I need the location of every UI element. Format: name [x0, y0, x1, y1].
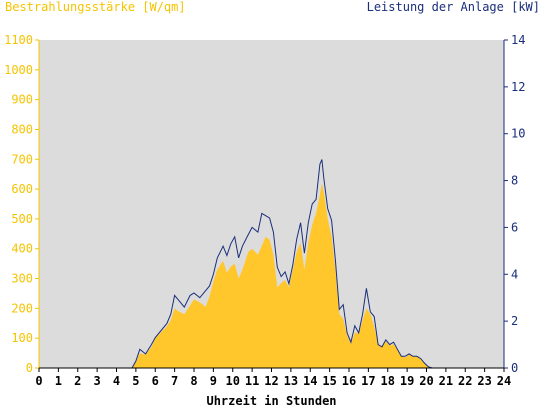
- left-axis-tick-label: 0: [26, 361, 33, 375]
- x-axis-tick-label: 5: [132, 374, 139, 388]
- x-axis-tick-label: 14: [303, 374, 317, 388]
- x-axis-tick-label: 12: [264, 374, 278, 388]
- x-axis-tick-label: 22: [458, 374, 472, 388]
- x-axis-tick-label: 20: [419, 374, 433, 388]
- axes: 0100200300400500600700800900100011000246…: [4, 33, 525, 388]
- right-axis-tick-label: 0: [511, 361, 518, 375]
- x-axis-tick-label: 17: [361, 374, 375, 388]
- x-axis-tick-label: 0: [35, 374, 42, 388]
- x-axis-tick-label: 19: [400, 374, 414, 388]
- left-axis-tick-label: 300: [11, 272, 33, 286]
- x-axis-tick-label: 13: [284, 374, 298, 388]
- x-axis-tick-label: 4: [113, 374, 120, 388]
- x-axis-tick-label: 23: [477, 374, 491, 388]
- x-axis-tick-label: 8: [190, 374, 197, 388]
- x-axis-tick-label: 3: [94, 374, 101, 388]
- x-axis-tick-label: 9: [210, 374, 217, 388]
- left-axis-tick-label: 1000: [4, 63, 33, 77]
- x-axis-tick-label: 1: [55, 374, 62, 388]
- left-axis-tick-label: 600: [11, 182, 33, 196]
- right-axis-tick-label: 14: [511, 33, 525, 47]
- right-axis-tick-label: 6: [511, 220, 518, 234]
- x-axis-tick-label: 24: [497, 374, 511, 388]
- left-axis-tick-label: 800: [11, 122, 33, 136]
- right-axis-tick-label: 4: [511, 267, 518, 281]
- left-axis-tick-label: 900: [11, 93, 33, 107]
- x-axis-tick-label: 15: [322, 374, 336, 388]
- left-axis-tick-label: 700: [11, 152, 33, 166]
- x-axis-tick-label: 18: [381, 374, 395, 388]
- x-axis-label: Uhrzeit in Stunden: [206, 394, 336, 408]
- x-axis-tick-label: 10: [226, 374, 240, 388]
- right-axis-tick-label: 2: [511, 314, 518, 328]
- right-axis-tick-label: 10: [511, 127, 525, 141]
- right-axis-title: Leistung der Anlage [kW]: [366, 0, 540, 14]
- right-axis-tick-label: 12: [511, 80, 525, 94]
- x-axis-tick-label: 11: [245, 374, 259, 388]
- left-axis-tick-label: 200: [11, 301, 33, 315]
- x-axis-tick-label: 16: [342, 374, 356, 388]
- x-axis-tick-label: 6: [152, 374, 159, 388]
- x-axis-tick-label: 7: [171, 374, 178, 388]
- left-axis-tick-label: 100: [11, 331, 33, 345]
- left-axis-tick-label: 1100: [4, 33, 33, 47]
- left-axis-tick-label: 500: [11, 212, 33, 226]
- irradiance-area: [39, 183, 504, 368]
- x-axis-tick-label: 2: [74, 374, 81, 388]
- left-axis-title: Bestrahlungsstärke [W/qm]: [5, 0, 186, 14]
- power-line: [39, 159, 504, 369]
- x-axis-tick-label: 21: [439, 374, 453, 388]
- right-axis-tick-label: 8: [511, 174, 518, 188]
- left-axis-tick-label: 400: [11, 242, 33, 256]
